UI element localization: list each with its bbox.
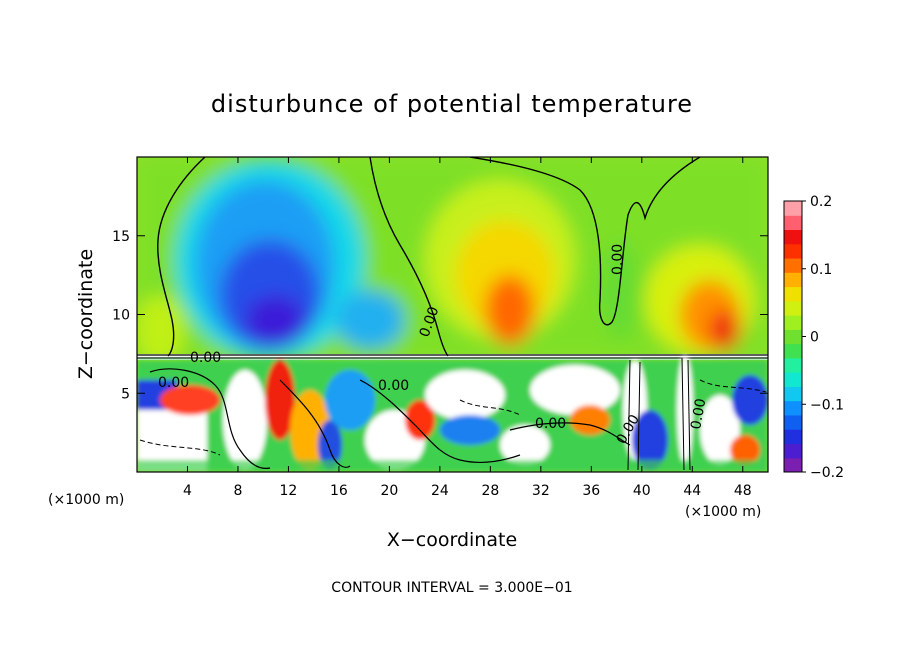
colorbar-swatch bbox=[784, 201, 802, 216]
colorbar-swatch bbox=[784, 414, 802, 430]
lower-field bbox=[137, 355, 768, 472]
colorbar-swatch bbox=[784, 343, 802, 359]
x-unit-left: (×1000 m) bbox=[48, 492, 124, 508]
colorbar-tick-label: −0.1 bbox=[810, 397, 844, 413]
contour-upper-left bbox=[157, 157, 206, 357]
x-tick-label: 24 bbox=[431, 483, 449, 499]
y-tick-label: 15 bbox=[112, 229, 130, 245]
contour-lower-2 bbox=[279, 379, 351, 468]
x-tick-label: 40 bbox=[633, 483, 651, 499]
colorbar-swatch bbox=[784, 229, 802, 245]
colorbar-swatch bbox=[784, 457, 802, 473]
contour-lower-dashed bbox=[139, 379, 767, 456]
contour-label: 0.00 bbox=[610, 244, 626, 275]
contour-upper-right bbox=[469, 157, 701, 326]
colorbar-swatch bbox=[784, 443, 802, 459]
colorbar-swatch bbox=[784, 300, 802, 316]
colorbar-tick-label: 0.2 bbox=[810, 194, 832, 210]
colorbar-swatch bbox=[784, 286, 802, 302]
y-tick-label: 10 bbox=[112, 308, 130, 324]
stable-layer bbox=[137, 354, 768, 360]
colorbar-swatch bbox=[784, 272, 802, 288]
x-tick-label: 48 bbox=[734, 483, 752, 499]
contour-lower-3 bbox=[359, 379, 521, 464]
colorbar-swatch bbox=[784, 243, 802, 259]
y-axis-label: Z−coordinate bbox=[75, 249, 97, 379]
colorbar-tick-label: 0.1 bbox=[810, 262, 832, 278]
colorbar-swatch bbox=[784, 357, 802, 373]
contour-label: 0.00 bbox=[190, 350, 221, 366]
x-axis: 4 8 12 16 20 24 28 32 36 40 44 48 bbox=[183, 157, 752, 499]
contour-label: 0.00 bbox=[158, 375, 189, 391]
x-tick-label: 8 bbox=[233, 483, 242, 499]
upper-field bbox=[137, 157, 768, 365]
contour-label: 0.00 bbox=[688, 397, 709, 430]
contour-label: 0.00 bbox=[378, 378, 409, 394]
x-tick-label: 4 bbox=[183, 483, 192, 499]
contour-lower-1 bbox=[149, 368, 271, 470]
contour-label: 0.00 bbox=[535, 416, 566, 432]
x-tick-label: 16 bbox=[330, 483, 348, 499]
chart-title: disturbunce of potential temperature bbox=[211, 90, 693, 118]
x-unit-right: (×1000 m) bbox=[685, 504, 761, 520]
stable-layer-contours bbox=[137, 354, 768, 359]
x-tick-label: 36 bbox=[582, 483, 600, 499]
colorbar-swatch bbox=[784, 386, 802, 402]
colorbar-swatch bbox=[784, 429, 802, 444]
colorbar-swatch bbox=[784, 372, 802, 387]
x-tick-label: 32 bbox=[532, 483, 550, 499]
contour-upper-mid bbox=[369, 157, 449, 357]
contour-lower-5 bbox=[627, 357, 691, 471]
x-tick-label: 44 bbox=[683, 483, 701, 499]
colorbar-tick-label: 0 bbox=[810, 330, 819, 346]
contour-interval: CONTOUR INTERVAL = 3.000E−01 bbox=[331, 580, 572, 596]
contour-lower-4 bbox=[509, 422, 631, 446]
colorbar-swatch bbox=[784, 400, 802, 416]
x-axis-label: X−coordinate bbox=[387, 529, 517, 551]
colorbar-swatch bbox=[784, 258, 802, 273]
colorbar-swatch bbox=[784, 329, 802, 345]
colorbar-tick-label: −0.2 bbox=[810, 465, 844, 481]
x-tick-label: 28 bbox=[481, 483, 499, 499]
plot-area: 0.00 0.00 0.00 0.00 0.00 0.00 0.00 0.00 bbox=[137, 157, 768, 472]
colorbar: 0.2 0.1 0 −0.1 −0.2 bbox=[783, 194, 844, 481]
y-tick-label: 5 bbox=[121, 386, 130, 402]
x-tick-label: 20 bbox=[380, 483, 398, 499]
x-tick-label: 12 bbox=[280, 483, 298, 499]
y-axis: 5 10 15 bbox=[112, 229, 768, 402]
colorbar-swatch bbox=[784, 315, 802, 330]
colorbar-swatch bbox=[784, 215, 802, 231]
